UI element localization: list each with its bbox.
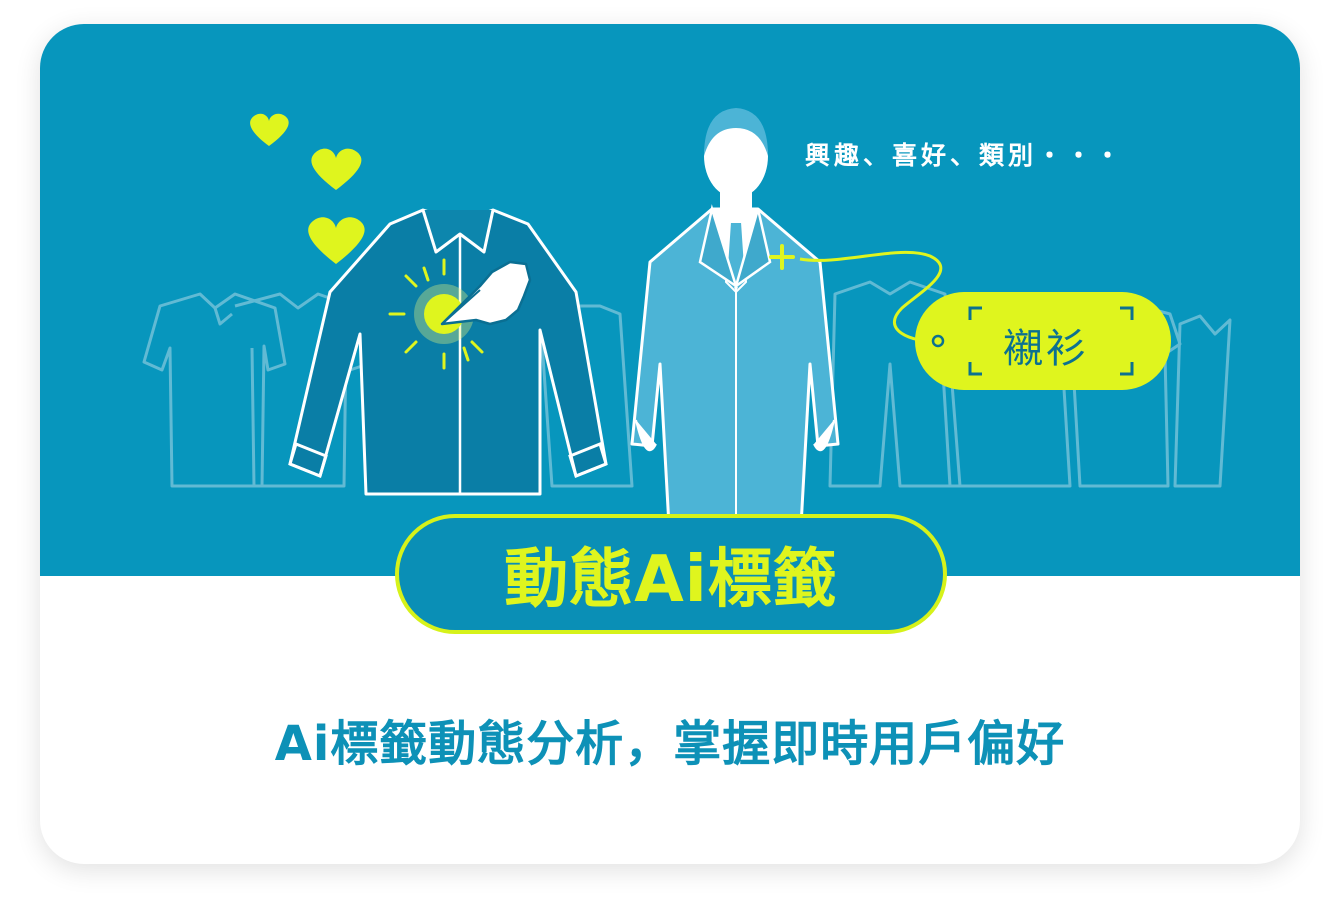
heart-icon [250,113,365,264]
title-text: 動態Ai標籤 [504,543,838,617]
illustration [142,108,1232,546]
businessman-icon [630,108,840,546]
tag-label: 襯衫 [1003,326,1089,372]
illustration-banner: 興趣、喜好、類別・・・ 襯衫 [40,24,1300,576]
feature-card: 興趣、喜好、類別・・・ 襯衫 動態Ai標籤 Ai標籤動態分析，掌握即時用戶偏好 [40,24,1300,864]
pointing-hand-icon [440,260,532,326]
title-badge: 動態Ai標籤 [395,514,947,634]
subtitle-text: Ai標籤動態分析，掌握即時用戶偏好 [274,716,1066,772]
tag-icon [915,292,1171,390]
interest-caption: 興趣、喜好、類別・・・ [805,141,1125,170]
